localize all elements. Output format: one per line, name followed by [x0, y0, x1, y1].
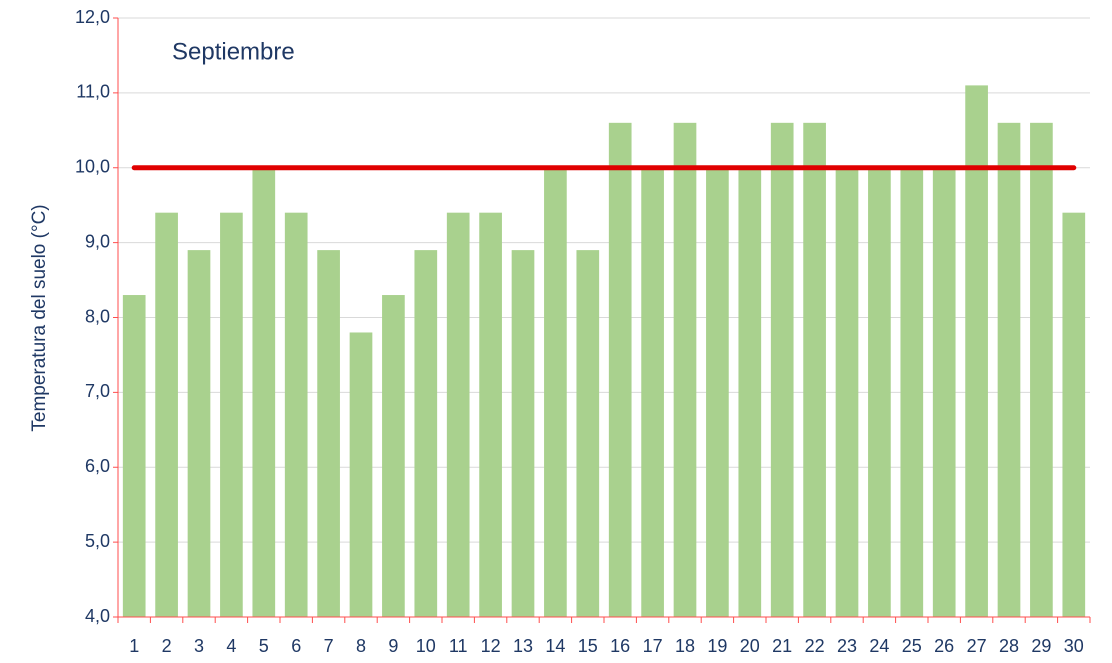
- x-tick-label: 12: [481, 636, 501, 656]
- y-axis-label: Temperatura del suelo (°C): [29, 204, 50, 431]
- x-tick-label: 28: [999, 636, 1019, 656]
- bar: [252, 167, 276, 617]
- x-tick-label: 24: [869, 636, 889, 656]
- y-tick-label: 6,0: [85, 456, 110, 476]
- bar: [608, 122, 632, 617]
- bar: [122, 295, 146, 617]
- bar: [706, 167, 729, 617]
- bar: [511, 250, 535, 618]
- bar: [997, 122, 1021, 617]
- x-tick-label: 25: [902, 636, 922, 656]
- bar: [446, 212, 470, 618]
- bar: [965, 85, 988, 617]
- bar: [932, 167, 956, 617]
- bar: [155, 212, 178, 618]
- x-tick-label: 26: [934, 636, 954, 656]
- x-tick-label: 7: [324, 636, 334, 656]
- bar: [1062, 212, 1086, 618]
- bar: [187, 250, 211, 618]
- x-tick-label: 13: [513, 636, 533, 656]
- y-tick-label: 7,0: [85, 381, 110, 401]
- x-tick-label: 29: [1031, 636, 1051, 656]
- bar: [382, 295, 405, 617]
- y-tick-label: 11,0: [76, 82, 110, 102]
- x-tick-label: 1: [129, 636, 139, 656]
- x-tick-label: 4: [226, 636, 236, 656]
- x-tick-label: 30: [1064, 636, 1084, 656]
- x-tick-label: 23: [837, 636, 857, 656]
- y-tick-label: 4,0: [85, 606, 110, 626]
- y-tick-label: 8,0: [85, 306, 110, 326]
- bar: [317, 250, 340, 618]
- bar: [414, 250, 438, 618]
- x-tick-label: 15: [578, 636, 598, 656]
- x-tick-label: 20: [740, 636, 760, 656]
- chart-title: Septiembre: [172, 38, 295, 65]
- bar: [641, 167, 664, 617]
- bar: [349, 332, 373, 617]
- x-tick-label: 11: [449, 636, 468, 656]
- bar: [900, 167, 924, 617]
- x-tick-label: 8: [356, 636, 366, 656]
- bar: [479, 212, 502, 618]
- bar: [835, 167, 859, 617]
- bar: [868, 167, 891, 617]
- x-tick-label: 10: [416, 636, 436, 656]
- x-tick-label: 27: [967, 636, 987, 656]
- x-tick-label: 9: [388, 636, 398, 656]
- y-tick-label: 5,0: [85, 531, 110, 551]
- bar: [738, 167, 762, 617]
- bar: [770, 122, 794, 617]
- bar: [1030, 122, 1053, 617]
- y-tick-label: 12,0: [75, 7, 110, 27]
- bar: [284, 212, 308, 618]
- x-tick-label: 14: [545, 636, 565, 656]
- bar: [803, 122, 826, 617]
- x-tick-label: 2: [162, 636, 172, 656]
- x-tick-label: 19: [707, 636, 727, 656]
- x-tick-label: 22: [805, 636, 825, 656]
- x-tick-label: 21: [772, 636, 792, 656]
- y-tick-label: 9,0: [85, 231, 110, 251]
- x-tick-label: 18: [675, 636, 695, 656]
- x-tick-label: 6: [291, 636, 301, 656]
- x-tick-label: 3: [194, 636, 204, 656]
- bar: [673, 122, 697, 617]
- x-tick-label: 5: [259, 636, 269, 656]
- x-tick-label: 17: [643, 636, 663, 656]
- bar: [576, 250, 600, 618]
- y-tick-label: 10,0: [75, 157, 110, 177]
- bar: [544, 167, 567, 617]
- bar: [220, 212, 243, 618]
- x-tick-label: 16: [610, 636, 630, 656]
